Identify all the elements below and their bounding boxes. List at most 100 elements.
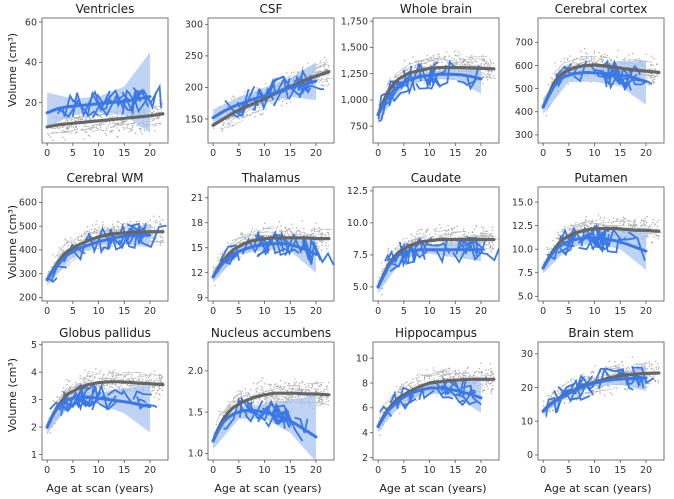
- scatter-point: [492, 247, 495, 250]
- scatter-point: [286, 232, 289, 234]
- scatter-point: [325, 59, 328, 61]
- scatter-point: [484, 373, 487, 376]
- scatter-point: [313, 227, 316, 229]
- scatter-point: [451, 57, 453, 59]
- scatter-point: [411, 240, 413, 243]
- scatter-point: [471, 62, 473, 64]
- scatter-point: [257, 381, 260, 383]
- scatter-point: [633, 223, 635, 225]
- scatter-point: [649, 84, 651, 86]
- scatter-point: [482, 381, 485, 383]
- reference-trajectory: [596, 60, 604, 62]
- reference-trajectory: [469, 235, 489, 237]
- scatter-point: [646, 234, 648, 237]
- scatter-point: [426, 230, 428, 232]
- scatter-point: [327, 83, 330, 86]
- scatter-point: [627, 224, 630, 226]
- scatter-point: [218, 410, 220, 413]
- scatter-point: [584, 219, 587, 221]
- scatter-point: [158, 105, 161, 108]
- scatter-point: [84, 231, 86, 233]
- scatter-point: [213, 127, 215, 129]
- scatter-point: [80, 235, 83, 238]
- scatter-point: [83, 138, 85, 140]
- scatter-point: [408, 242, 410, 244]
- scatter-point: [101, 225, 104, 228]
- scatter-point: [492, 244, 494, 246]
- scatter-point: [86, 225, 89, 228]
- scatter-point: [53, 261, 55, 264]
- scatter-point: [417, 376, 419, 378]
- scatter-point: [262, 227, 265, 229]
- scatter-point: [152, 119, 154, 121]
- scatter-point: [490, 392, 493, 394]
- scatter-point: [456, 225, 459, 228]
- scatter-point: [483, 232, 486, 234]
- scatter-point: [581, 56, 583, 59]
- scatter-point: [301, 220, 304, 222]
- scatter-point: [555, 237, 558, 239]
- x-tick-label: 5: [566, 148, 572, 159]
- scatter-point: [482, 71, 484, 74]
- scatter-point: [584, 47, 586, 50]
- scatter-point: [103, 374, 105, 376]
- scatter-point: [111, 245, 114, 248]
- scatter-point: [323, 65, 325, 68]
- scatter-point: [108, 386, 111, 389]
- y-tick-label: 21: [191, 193, 203, 204]
- scatter-point: [284, 226, 287, 228]
- scatter-point: [311, 386, 314, 388]
- scatter-point: [656, 63, 659, 65]
- reference-trajectory: [274, 395, 287, 398]
- scatter-point: [51, 411, 53, 414]
- scatter-point: [444, 55, 446, 58]
- scatter-point: [324, 69, 326, 72]
- scatter-point: [46, 432, 49, 434]
- scatter-point: [486, 64, 489, 67]
- scatter-point: [148, 375, 151, 378]
- scatter-point: [291, 394, 294, 397]
- y-tick-label: 7.5: [518, 268, 533, 279]
- scatter-point: [464, 369, 467, 372]
- scatter-point: [434, 230, 436, 232]
- scatter-point: [255, 398, 257, 401]
- patient-fit-line: [376, 248, 483, 289]
- scatter-point: [653, 67, 656, 70]
- scatter-point: [612, 217, 615, 219]
- x-tick-label: 10: [93, 306, 105, 317]
- patient-trajectory: [438, 59, 456, 88]
- patient-trajectory: [226, 253, 239, 264]
- scatter-point: [481, 241, 483, 244]
- scatter-point: [482, 384, 484, 387]
- scatter-point: [136, 379, 138, 382]
- scatter-point: [319, 60, 322, 63]
- scatter-point: [126, 226, 129, 228]
- scatter-point: [232, 239, 234, 241]
- scatter-point: [117, 378, 120, 380]
- x-tick-label: 10: [93, 465, 105, 476]
- scatter-point: [264, 222, 266, 224]
- scatter-point: [161, 219, 164, 221]
- scatter-point: [237, 390, 239, 392]
- scatter-point: [154, 379, 156, 382]
- scatter-point: [65, 239, 67, 241]
- scatter-point: [325, 80, 327, 82]
- reference-trajectory: [64, 132, 73, 134]
- scatter-point: [444, 232, 446, 235]
- scatter-point: [267, 396, 270, 399]
- scatter-point: [66, 383, 68, 386]
- scatter-point: [490, 367, 492, 370]
- scatter-point: [406, 69, 409, 71]
- scatter-point: [83, 123, 86, 126]
- scatter-point: [652, 64, 654, 66]
- scatter-point: [622, 58, 624, 61]
- scatter-point: [416, 233, 418, 235]
- scatter-point: [290, 72, 293, 74]
- scatter-point: [615, 225, 617, 228]
- scatter-point: [324, 56, 326, 59]
- patient-trajectory: [73, 99, 99, 118]
- scatter-point: [263, 383, 266, 385]
- scatter-point: [485, 369, 487, 371]
